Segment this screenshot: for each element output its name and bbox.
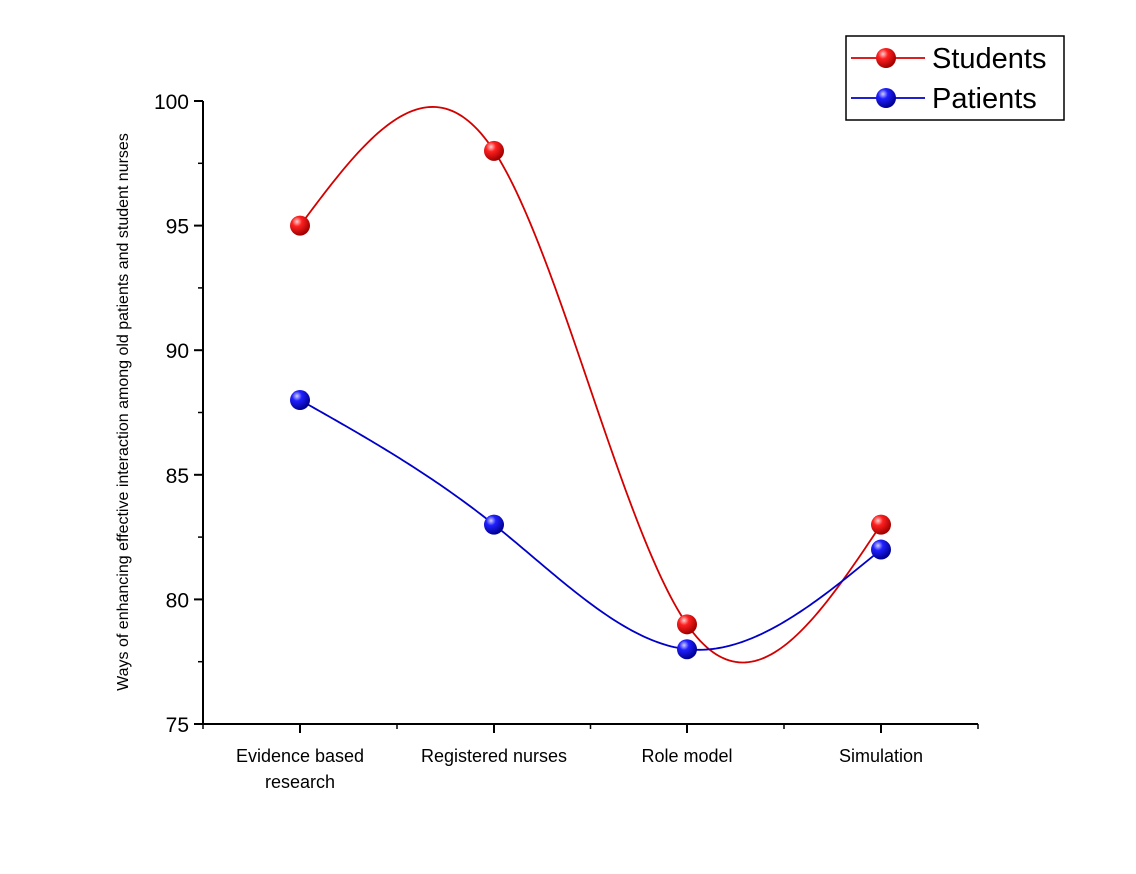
data-point-patients-1 [484,514,504,535]
y-tick-label-5: 100 [154,91,189,114]
y-tick-label-3: 90 [166,340,189,363]
legend-marker-patients [876,88,896,108]
legend-label-students: Students [932,43,1046,75]
y-tick-label-2: 85 [166,465,189,488]
data-point-students-3 [871,514,891,535]
x-tick-label-2: Role model [641,746,732,766]
x-tick-label-0-line-0: Evidence based [236,746,364,766]
series-students [290,106,891,664]
x-tick-label-3: Simulation [839,746,923,766]
series-layer [290,106,891,664]
legend: Students Patients [845,35,1065,121]
series-line-students [299,106,882,664]
data-point-patients-2 [677,639,697,660]
data-point-patients-3 [871,539,891,560]
y-tick-label-1: 80 [166,589,189,612]
x-tick-label-0-line-1: research [265,772,335,792]
x-tick-label-1: Registered nurses [421,746,567,766]
data-point-students-0 [290,215,310,236]
data-point-students-1 [484,140,504,161]
legend-label-patients: Patients [932,83,1037,115]
axes: 75 80 85 90 95 100 Evidence based research Regis… [115,91,979,792]
data-point-patients-0 [290,390,310,411]
y-tick-label-4: 95 [166,216,189,239]
y-axis-label: Ways of enhancing effective interaction … [115,133,132,691]
legend-marker-students [876,48,896,68]
series-line-patients [299,399,882,651]
y-tick-label-0: 75 [166,714,189,737]
series-patients [290,390,891,660]
data-point-students-2 [677,614,697,635]
